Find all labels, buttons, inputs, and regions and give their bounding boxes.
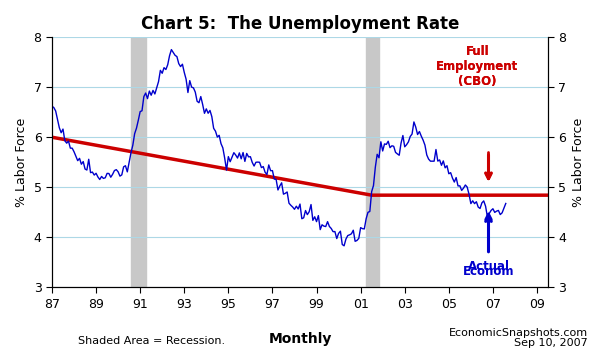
Bar [366,37,379,287]
Text: Econom: Econom [463,265,514,278]
Text: EconomicSnapshots.com: EconomicSnapshots.com [449,328,588,338]
Text: Full
Employment
(CBO): Full Employment (CBO) [436,45,518,88]
Text: Shaded Area = Recession.: Shaded Area = Recession. [78,336,225,346]
Title: Chart 5:  The Unemployment Rate: Chart 5: The Unemployment Rate [141,15,459,33]
Text: Actual: Actual [467,260,509,273]
Y-axis label: % Labor Force: % Labor Force [572,118,585,207]
Text: Full
Employment
(CBO): Full Employment (CBO) [436,45,518,88]
Text: Monthly: Monthly [268,332,332,346]
Bar [131,37,146,287]
Text: Sep 10, 2007: Sep 10, 2007 [514,338,588,348]
Y-axis label: % Labor Force: % Labor Force [15,118,28,207]
